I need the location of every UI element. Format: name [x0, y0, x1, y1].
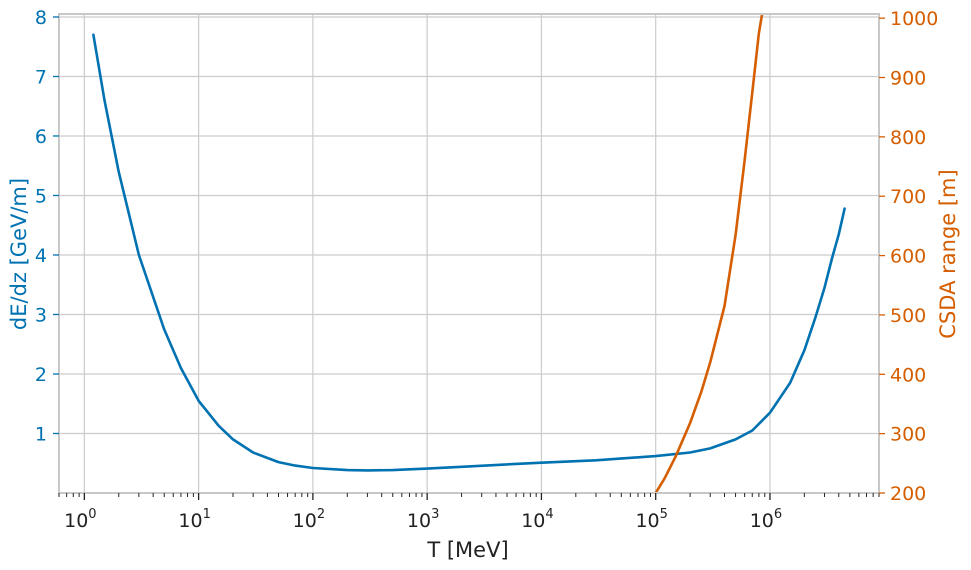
- x-tick-label: 104: [521, 507, 553, 532]
- right-tick-label: 900: [890, 68, 926, 90]
- x-tick-label: 106: [750, 507, 782, 532]
- left-axis-label: dE/dz [GeV/m]: [7, 178, 31, 330]
- grid-lines: [59, 14, 879, 493]
- x-tick-label: 100: [64, 507, 96, 532]
- series-lines: [92, 13, 846, 495]
- x-tick-label: 101: [178, 507, 210, 532]
- left-tick-label: 5: [35, 185, 47, 207]
- x-tick-label: 103: [407, 507, 439, 532]
- left-tick-label: 1: [35, 423, 47, 445]
- right-tick-label: 1000: [890, 8, 938, 30]
- dedz-line: [92, 33, 846, 472]
- x-axis-ticks: 100 101 102 103 104 105 106: [58, 493, 880, 532]
- left-tick-label: 3: [35, 304, 47, 326]
- right-tick-label: 800: [890, 127, 926, 149]
- x-tick-label: 105: [635, 507, 667, 532]
- left-tick-label: 4: [35, 245, 47, 267]
- right-tick-label: 200: [890, 483, 926, 505]
- left-tick-label: 2: [35, 364, 47, 386]
- right-axis-ticks: 200 300 400 500 600 700 800 900 1000: [879, 8, 938, 505]
- left-axis-ticks: 1 2 3 4 5 6 7 8: [35, 7, 59, 445]
- right-axis-label: CSDA range [m]: [936, 169, 960, 338]
- left-tick-label: 7: [35, 66, 47, 88]
- right-tick-label: 600: [890, 246, 926, 268]
- left-tick-label: 8: [35, 7, 47, 29]
- right-tick-label: 500: [890, 305, 926, 327]
- x-axis-label: T [MeV]: [426, 538, 508, 562]
- csda-range-line: [654, 13, 764, 495]
- left-tick-label: 6: [35, 126, 47, 148]
- right-tick-label: 300: [890, 424, 926, 446]
- right-tick-label: 700: [890, 186, 926, 208]
- plot-frame: [58, 13, 880, 494]
- x-tick-label: 102: [293, 507, 325, 532]
- right-tick-label: 400: [890, 364, 926, 386]
